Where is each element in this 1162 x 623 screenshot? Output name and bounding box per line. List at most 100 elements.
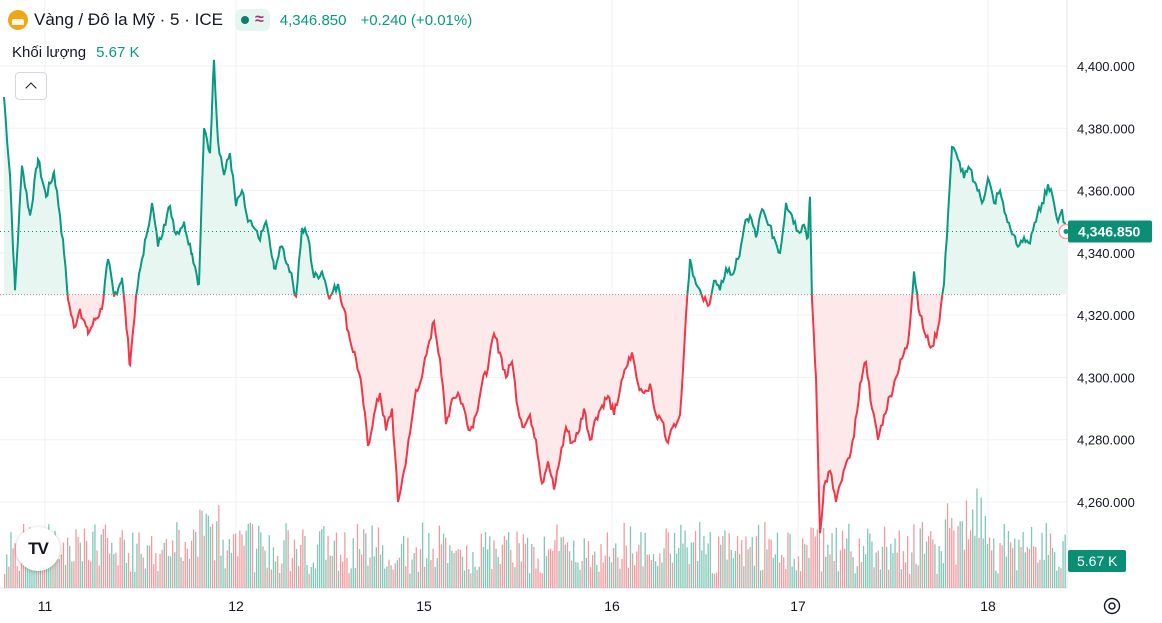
volume-bar bbox=[902, 551, 905, 588]
volume-bar bbox=[617, 557, 619, 588]
volume-bar bbox=[539, 572, 541, 588]
market-status-pill[interactable]: ≈ bbox=[234, 9, 270, 31]
volume-bar bbox=[892, 553, 894, 588]
volume-bar bbox=[1005, 556, 1007, 588]
volume-bar bbox=[335, 532, 338, 588]
volume-bar bbox=[405, 566, 407, 588]
volume-bar bbox=[552, 550, 554, 588]
volume-bar bbox=[379, 554, 382, 588]
volume-bar bbox=[287, 530, 289, 588]
volume-bar bbox=[883, 526, 886, 588]
tradingview-logo-icon[interactable]: TV bbox=[16, 527, 60, 571]
volume-bar bbox=[904, 562, 907, 588]
volume-bar bbox=[957, 526, 959, 588]
volume-bar bbox=[207, 515, 209, 588]
volume-bar bbox=[760, 570, 762, 588]
volume-bar bbox=[220, 555, 222, 588]
x-tick-label: 16 bbox=[604, 598, 620, 614]
volume-bar bbox=[232, 534, 235, 588]
volume-bar bbox=[442, 533, 445, 588]
volume-bar bbox=[963, 549, 965, 588]
volume-bar bbox=[396, 560, 398, 588]
volume-bar bbox=[428, 533, 430, 588]
volume-bar bbox=[115, 552, 117, 588]
volume-bar bbox=[562, 536, 564, 588]
volume-bar bbox=[634, 565, 636, 588]
collapse-legend-button[interactable] bbox=[15, 72, 47, 100]
volume-bar bbox=[327, 535, 329, 588]
header-change: +0.240 (+0.01%) bbox=[360, 11, 473, 29]
volume-bar bbox=[894, 538, 896, 588]
volume-bar bbox=[266, 567, 268, 588]
x-tick-label: 11 bbox=[38, 598, 53, 614]
volume-bar bbox=[703, 536, 705, 588]
volume-bar bbox=[83, 528, 86, 588]
y-axis[interactable]: 4,260.000 4,280.000 4,300.000 4,320.000 4,34… bbox=[1077, 59, 1135, 510]
volume-bar bbox=[814, 536, 816, 588]
volume-bar bbox=[209, 526, 212, 588]
volume-bar bbox=[77, 536, 79, 588]
volume-bar bbox=[613, 547, 615, 588]
volume-bar bbox=[1003, 523, 1005, 588]
volume-bar bbox=[304, 535, 306, 588]
volume-bar bbox=[258, 525, 260, 588]
volume-bar bbox=[495, 548, 497, 588]
volume-bar bbox=[136, 543, 138, 588]
volume-bar bbox=[839, 550, 842, 588]
volume-bar bbox=[768, 539, 770, 588]
volume-bar bbox=[178, 529, 180, 588]
volume-bar bbox=[503, 535, 506, 588]
volume-bar bbox=[20, 545, 23, 588]
volume-bar bbox=[944, 519, 947, 588]
volume-bar bbox=[619, 568, 621, 588]
volume-bar bbox=[844, 548, 846, 588]
volume-bar bbox=[117, 565, 119, 588]
volume-bar bbox=[860, 562, 863, 588]
volume-bar bbox=[1037, 562, 1039, 588]
volume-bar bbox=[850, 551, 852, 588]
volume-bar bbox=[575, 562, 577, 588]
volume-bar bbox=[669, 553, 671, 588]
volume-bar bbox=[938, 546, 940, 588]
volume-bar bbox=[415, 547, 417, 588]
volume-bar bbox=[281, 563, 283, 588]
volume-bar bbox=[602, 562, 604, 588]
volume-bar bbox=[886, 546, 888, 588]
volume-bar bbox=[982, 538, 984, 588]
volume-bar bbox=[243, 545, 245, 588]
volume-bar bbox=[764, 522, 766, 588]
settings-icon[interactable] bbox=[1101, 595, 1123, 617]
volume-bar bbox=[127, 552, 130, 588]
volume-bar bbox=[967, 539, 970, 588]
volume-bar bbox=[694, 530, 697, 588]
volume-bar bbox=[134, 571, 136, 588]
volume-bar bbox=[785, 568, 787, 588]
volume-bar bbox=[235, 533, 237, 588]
volume-legend[interactable]: Khối lượng 5.67 K bbox=[12, 44, 139, 61]
symbol-title[interactable]: Vàng / Đô la Mỹ · 5 · ICE bbox=[34, 10, 223, 29]
volume-bar bbox=[915, 563, 917, 588]
volume-bar bbox=[1043, 559, 1045, 588]
volume-bar bbox=[789, 533, 791, 588]
volume-bar bbox=[594, 551, 596, 588]
last-price-label: 4,346.850 bbox=[1078, 224, 1140, 240]
volume-bar bbox=[169, 556, 172, 588]
volume-bar bbox=[277, 555, 279, 588]
volume-bar bbox=[35, 562, 37, 588]
volume-bar bbox=[1014, 538, 1016, 588]
volume-bar bbox=[466, 545, 468, 588]
volume-bar bbox=[722, 536, 724, 588]
volume-bar bbox=[745, 536, 747, 588]
volume-bar bbox=[959, 521, 961, 588]
volume-bar bbox=[310, 567, 312, 588]
x-axis[interactable]: 11 12 15 16 17 18 bbox=[38, 598, 996, 614]
y-tick-label: 4,360.000 bbox=[1077, 184, 1135, 199]
volume-bar bbox=[342, 561, 344, 588]
volume-bar bbox=[1016, 570, 1018, 588]
volume-bar bbox=[398, 557, 401, 588]
volume-bar bbox=[102, 528, 104, 588]
volume-bar bbox=[407, 537, 409, 588]
volume-bar bbox=[995, 570, 997, 588]
volume-bar bbox=[655, 561, 657, 588]
